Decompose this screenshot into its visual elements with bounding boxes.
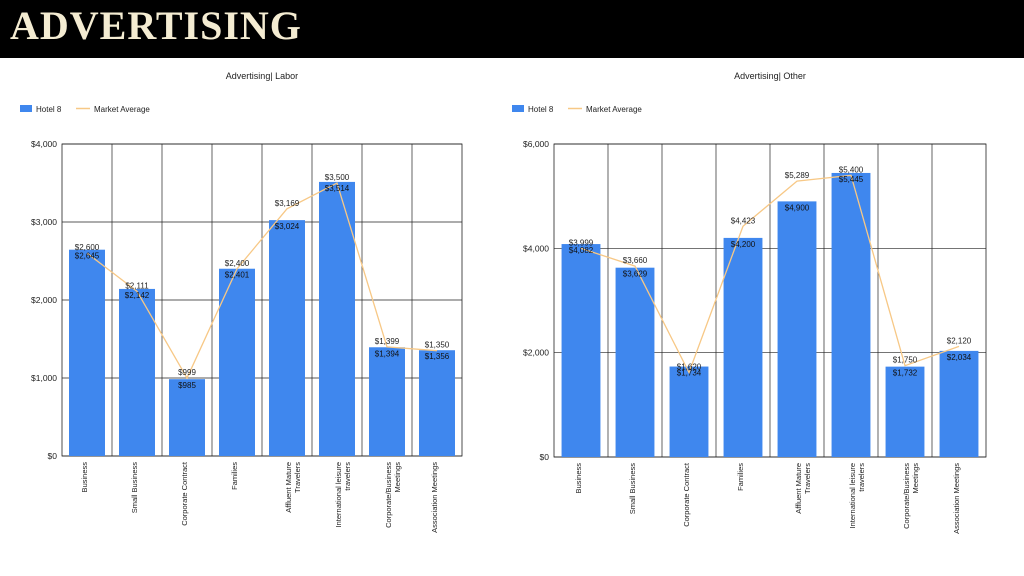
x-tick-label: Small Business bbox=[130, 462, 139, 514]
legend-label: Hotel 8 bbox=[36, 105, 62, 114]
bar bbox=[119, 288, 155, 456]
line-data-label: $3,660 bbox=[623, 256, 648, 265]
page-header: ADVERTISING bbox=[0, 0, 1024, 58]
line-data-label: $2,600 bbox=[75, 243, 100, 252]
bar bbox=[885, 366, 925, 457]
bar bbox=[615, 267, 655, 457]
bar bbox=[319, 181, 355, 456]
x-tick-label: Corporate Contract bbox=[682, 462, 691, 527]
bar-data-label: $1,732 bbox=[893, 369, 918, 378]
bar-data-label: $2,645 bbox=[75, 252, 100, 261]
line-data-label: $1,350 bbox=[425, 341, 450, 350]
line-data-label: $2,111 bbox=[125, 281, 149, 290]
chart-title: Advertising| Other bbox=[734, 71, 806, 81]
bar bbox=[169, 379, 205, 456]
line-data-label: $3,999 bbox=[569, 238, 594, 247]
y-tick-label: $6,000 bbox=[523, 139, 549, 149]
bar-data-label: $4,200 bbox=[731, 240, 756, 249]
bar bbox=[419, 350, 455, 456]
line-data-label: $1,750 bbox=[893, 356, 918, 365]
bar-data-label: $2,034 bbox=[947, 353, 972, 362]
bar-data-label: $3,629 bbox=[623, 270, 648, 279]
y-tick-label: $2,000 bbox=[31, 295, 57, 305]
chart-legend: Hotel 8 Market Average bbox=[20, 105, 150, 114]
plot-border bbox=[61, 143, 463, 457]
line-data-label: $2,400 bbox=[225, 259, 250, 268]
bar bbox=[561, 244, 601, 457]
y-tick-label: $0 bbox=[48, 451, 58, 461]
bar-data-label: $5,445 bbox=[839, 175, 864, 184]
bar-data-label: $2,142 bbox=[125, 291, 150, 300]
bar bbox=[939, 350, 979, 457]
line-data-label: $2,120 bbox=[947, 336, 972, 345]
y-tick-label: $4,000 bbox=[523, 243, 549, 253]
x-tick-label: International leisuretravelers bbox=[334, 462, 352, 528]
y-tick-label: $4,000 bbox=[31, 139, 57, 149]
chart-legend: Hotel 8 Market Average bbox=[512, 105, 642, 114]
market-average-line bbox=[86, 182, 438, 380]
bar bbox=[369, 347, 405, 456]
y-tick-label: $1,000 bbox=[31, 373, 57, 383]
x-tick-label: Business bbox=[80, 462, 89, 493]
legend-label: Market Average bbox=[94, 105, 150, 114]
legend-label: Hotel 8 bbox=[528, 105, 554, 114]
y-tick-label: $3,000 bbox=[31, 217, 57, 227]
x-tick-label: Association Meetings bbox=[952, 463, 961, 534]
legend-label: Market Average bbox=[586, 105, 642, 114]
plot-border bbox=[553, 143, 987, 458]
line-data-label: $999 bbox=[178, 368, 196, 377]
x-tick-label: Families bbox=[736, 463, 745, 491]
x-tick-label: Corporate/BusinessMeetings bbox=[902, 463, 920, 529]
x-tick-label: International leisuretravelers bbox=[848, 463, 866, 529]
bar bbox=[69, 249, 105, 456]
line-data-label: $4,423 bbox=[731, 216, 756, 225]
bar-data-label: $1,734 bbox=[677, 369, 702, 378]
bar bbox=[219, 268, 255, 456]
bar bbox=[723, 237, 763, 457]
bar-data-label: $3,514 bbox=[325, 184, 350, 193]
bar-data-label: $1,394 bbox=[375, 349, 400, 358]
market-average-line bbox=[580, 174, 960, 375]
other-chart: Advertising| Other Hotel 8 Market Average $… bbox=[512, 71, 987, 534]
line-data-label: $3,169 bbox=[275, 199, 300, 208]
x-tick-label: Corporate/BusinessMeetings bbox=[384, 462, 402, 528]
bar-data-label: $2,401 bbox=[225, 271, 250, 280]
legend-swatch-bar bbox=[512, 105, 524, 112]
x-tick-label: Corporate Contract bbox=[180, 461, 189, 526]
chart-title: Advertising| Labor bbox=[226, 71, 298, 81]
bar bbox=[269, 220, 305, 456]
bar bbox=[777, 201, 817, 457]
line-data-label: $5,289 bbox=[785, 171, 810, 180]
y-tick-label: $2,000 bbox=[523, 348, 549, 358]
y-tick-label: $0 bbox=[540, 452, 550, 462]
x-tick-label: Affluent MatureTravelers bbox=[794, 463, 812, 514]
bar-data-label: $4,082 bbox=[569, 246, 594, 255]
bar-data-label: $3,024 bbox=[275, 222, 300, 231]
bar-data-label: $4,900 bbox=[785, 203, 810, 212]
line-data-label: $1,620 bbox=[677, 362, 702, 371]
x-tick-label: Business bbox=[574, 463, 583, 494]
legend-swatch-bar bbox=[20, 105, 32, 112]
bar-data-label: $1,356 bbox=[425, 352, 450, 361]
x-tick-label: Affluent MatureTravelers bbox=[284, 462, 302, 513]
x-tick-label: Association Meetings bbox=[430, 462, 439, 533]
labor-chart: Advertising| Labor Hotel 8 Market Average $… bbox=[20, 71, 463, 533]
bar bbox=[831, 172, 871, 457]
line-data-label: $5,400 bbox=[839, 165, 864, 174]
line-data-label: $1,399 bbox=[375, 337, 400, 346]
line-data-label: $3,500 bbox=[325, 173, 350, 182]
page-title: ADVERTISING bbox=[10, 3, 302, 48]
bar-data-label: $985 bbox=[178, 381, 196, 390]
x-tick-label: Small Business bbox=[628, 463, 637, 515]
bar bbox=[669, 366, 709, 457]
x-tick-label: Families bbox=[230, 462, 239, 490]
